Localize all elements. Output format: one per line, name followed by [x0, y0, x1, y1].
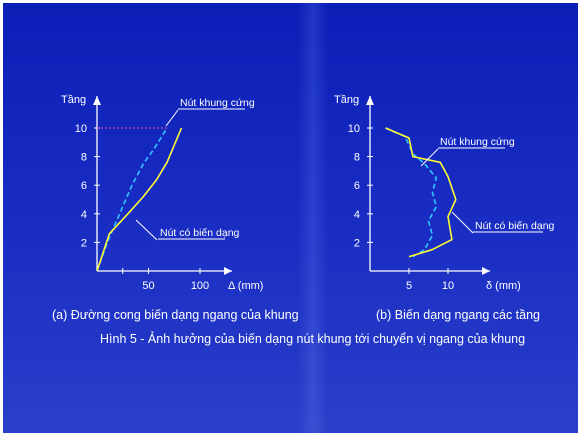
y-tick-label-0-6: 6 [81, 180, 87, 192]
series-label-1-0: Nút khung cứng [440, 136, 515, 148]
y-tick-label-1-6: 6 [354, 180, 360, 192]
light-stripe [298, 3, 328, 433]
leader-line-0-0 [165, 109, 179, 127]
y-axis-arrow-1 [366, 96, 374, 105]
series-label-1-1: Nút có biến dạng [475, 220, 555, 232]
series-line-1-1 [385, 127, 457, 258]
y-tick-label-1-4: 4 [354, 209, 360, 221]
x-axis-arrow-0 [224, 267, 232, 275]
leader-line-1-0 [420, 148, 439, 167]
y-tick-label-0-8: 8 [81, 152, 87, 164]
caption-left: (a) Đường cong biến dạng ngang của khung [52, 308, 299, 322]
x-axis-arrow-1 [482, 267, 490, 275]
x-axis-label-0: Δ (mm) [228, 280, 263, 292]
x-tick-label-1-10: 10 [442, 280, 454, 292]
x-tick-label-0-100: 100 [191, 280, 209, 292]
series-label-0-0: Nút khung cứng [180, 97, 255, 109]
slide-background [3, 3, 578, 433]
figure-caption: Hình 5 - Ảnh hưởng của biến dạng nút khu… [100, 332, 526, 346]
x-axis-label-1: δ (mm) [486, 280, 521, 292]
y-tick-label-0-2: 2 [81, 237, 87, 249]
series-line-0-1 [96, 127, 183, 272]
leader-line-0-1 [135, 219, 158, 241]
series-line-0-0 [96, 127, 168, 272]
y-axis-label-0: Tầng [61, 94, 86, 106]
leader-line-1-1 [451, 211, 474, 234]
y-axis-label-1: Tầng [334, 94, 359, 106]
caption-right: (b) Biến dạng ngang các tầng [376, 308, 541, 322]
x-tick-label-0-50: 50 [142, 280, 154, 292]
y-tick-label-1-10: 10 [348, 123, 360, 135]
y-tick-label-0-10: 10 [75, 123, 87, 135]
y-axis-arrow-0 [93, 96, 101, 105]
y-tick-label-1-2: 2 [354, 237, 360, 249]
series-label-0-1: Nút có biến dạng [160, 227, 240, 239]
x-tick-label-1-5: 5 [406, 280, 412, 292]
y-tick-label-1-8: 8 [354, 152, 360, 164]
y-tick-label-0-4: 4 [81, 209, 87, 221]
